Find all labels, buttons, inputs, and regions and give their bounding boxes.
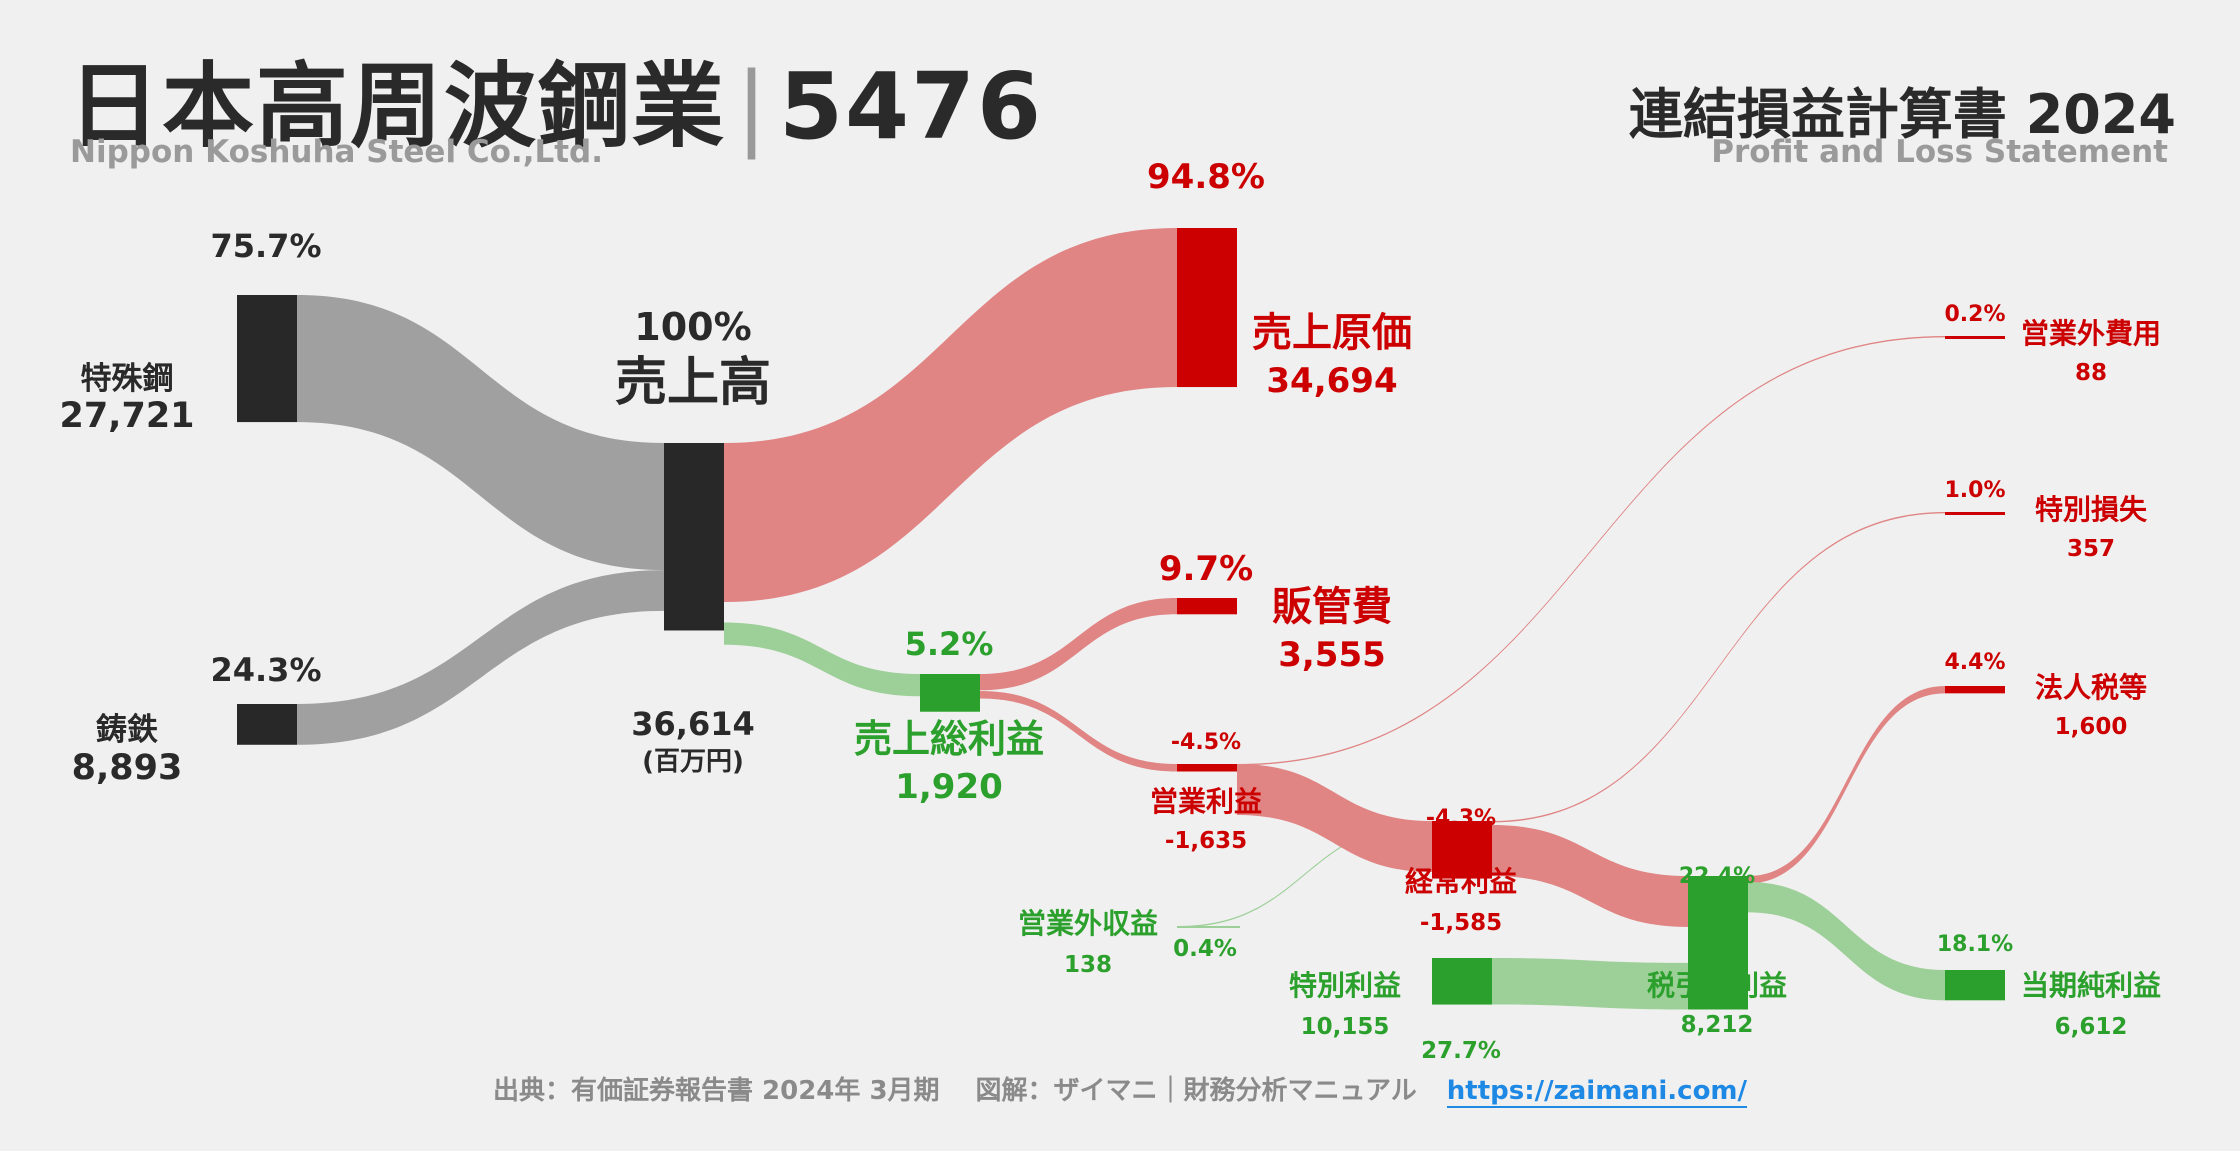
link-pretax-to-tax <box>1748 686 1945 884</box>
title-separator: | <box>736 53 770 160</box>
pretax-name-label: 税引前利益 <box>1646 969 1788 1002</box>
nonopinc-value-label: 138 <box>1063 952 1113 978</box>
revenue-name-label: 売上高 <box>614 353 772 413</box>
node-ordinc <box>1432 821 1492 879</box>
unit-label: (百万円) <box>642 747 744 777</box>
node-gross <box>920 674 980 712</box>
link-tokushuko-to-revenue <box>297 295 664 571</box>
cogs-pct-label: 94.8% <box>1147 157 1265 197</box>
revenue-value-label: 36,614 <box>631 705 755 743</box>
netinc-value-label: 6,612 <box>2054 1014 2128 1040</box>
extloss-value-label: 357 <box>2066 536 2116 562</box>
extloss-pct-label: 1.0% <box>1944 478 2006 503</box>
link-revenue-to-cogs <box>724 228 1177 603</box>
ordinc-name-label: 経常利益 <box>1404 865 1518 898</box>
company-english-name: Nippon Koshuha Steel Co.,Ltd. <box>70 134 604 170</box>
node-sga <box>1177 598 1237 615</box>
nonopexp-value-label: 88 <box>2074 360 2108 386</box>
link-gross-to-sga <box>980 598 1177 691</box>
node-tax <box>1945 686 2005 694</box>
tax-pct-label: 4.4% <box>1944 650 2006 675</box>
revenue-pct-label: 100% <box>634 305 752 349</box>
nonopinc-name-label: 営業外収益 <box>1017 907 1159 940</box>
extinc-value-label: 10,155 <box>1300 1014 1390 1040</box>
sga-value-label: 3,555 <box>1278 635 1386 675</box>
pretax-pct-label: 22.4% <box>1678 864 1756 889</box>
node-revenue <box>664 443 724 631</box>
nonopexp-name-label: 営業外費用 <box>2020 317 2162 350</box>
footer: 出典：有価証券報告書 2024年 3月期 図解：ザイマニ｜財務分析マニュアル htt… <box>0 1070 2240 1108</box>
netinc-pct-label: 18.1% <box>1936 932 2014 957</box>
sga-pct-label: 9.7% <box>1158 549 1254 589</box>
node-netinc <box>1945 970 2005 1001</box>
link-opinc-to-nonopexp <box>1237 336 1945 766</box>
link-extinc-to-pretax <box>1492 958 1688 1010</box>
company-title: 日本高周波鋼業 | 5476 <box>68 32 1043 165</box>
statement-title: 連結損益計算書 2024 <box>1628 83 2176 146</box>
tokushuko-pct-label: 75.7% <box>210 227 322 265</box>
node-opinc <box>1177 764 1237 772</box>
opinc-name-label: 営業利益 <box>1149 785 1263 818</box>
footer-credit: 図解：ザイマニ｜財務分析マニュアル <box>975 1076 1417 1106</box>
node-pretax <box>1688 876 1748 1010</box>
chutetsu-name-label: 鋳鉄 <box>96 712 158 748</box>
opinc-value-label: -1,635 <box>1164 828 1248 854</box>
opinc-pct-label: -4.5% <box>1170 730 1242 755</box>
footer-source: 出典：有価証券報告書 2024年 3月期 <box>492 1076 940 1106</box>
node-chutetsu <box>237 704 297 745</box>
link-nonopinc-to-ordinc <box>1178 821 1432 928</box>
link-ordinc-to-extloss <box>1492 512 1945 823</box>
gross-pct-label: 5.2% <box>904 625 994 663</box>
link-revenue-to-gross <box>724 622 920 697</box>
sga-name-label: 販管費 <box>1272 584 1392 630</box>
nonopinc-pct-label: 0.4% <box>1173 936 1237 962</box>
chutetsu-pct-label: 24.3% <box>210 651 322 689</box>
company-name: 日本高周波鋼業 <box>68 53 727 160</box>
statement-subtitle: Profit and Loss Statement <box>1711 134 2168 170</box>
extinc-name-label: 特別利益 <box>1288 969 1402 1002</box>
link-pretax-to-netinc <box>1748 882 1945 1001</box>
nonopexp-pct-label: 0.2% <box>1944 302 2006 327</box>
tax-value-label: 1,600 <box>2054 714 2128 740</box>
node-tokushuko <box>237 295 297 423</box>
tokushuko-value-label: 27,721 <box>59 396 195 436</box>
extinc-pct-label: 27.7% <box>1421 1038 1501 1064</box>
tokushuko-name-label: 特殊鋼 <box>80 361 174 397</box>
node-nonopexp <box>1945 336 2005 339</box>
node-extinc <box>1432 958 1492 1005</box>
gross-name-label: 売上総利益 <box>853 717 1045 761</box>
link-gross-to-opinc <box>980 690 1177 772</box>
node-cogs <box>1177 228 1237 388</box>
ordinc-value-label: -1,585 <box>1419 910 1503 936</box>
link-ordinc-to-pretax <box>1492 825 1688 927</box>
footer-link[interactable]: https://zaimani.com/ <box>1446 1076 1748 1108</box>
ordinc-pct-label: -4.3% <box>1425 806 1497 831</box>
chutetsu-value-label: 8,893 <box>71 748 183 788</box>
extloss-name-label: 特別損失 <box>2034 493 2148 526</box>
cogs-value-label: 34,694 <box>1266 361 1398 401</box>
tax-name-label: 法人税等 <box>2034 671 2148 704</box>
pretax-value-label: 8,212 <box>1680 1012 1754 1038</box>
link-opinc-to-ordinc <box>1237 764 1432 872</box>
node-extloss <box>1945 512 2005 515</box>
gross-value-label: 1,920 <box>895 767 1003 807</box>
link-chutetsu-to-revenue <box>297 570 664 745</box>
netinc-name-label: 当期純利益 <box>2020 969 2162 1002</box>
ticker-code: 5476 <box>779 53 1044 160</box>
cogs-name-label: 売上原価 <box>1252 310 1412 356</box>
